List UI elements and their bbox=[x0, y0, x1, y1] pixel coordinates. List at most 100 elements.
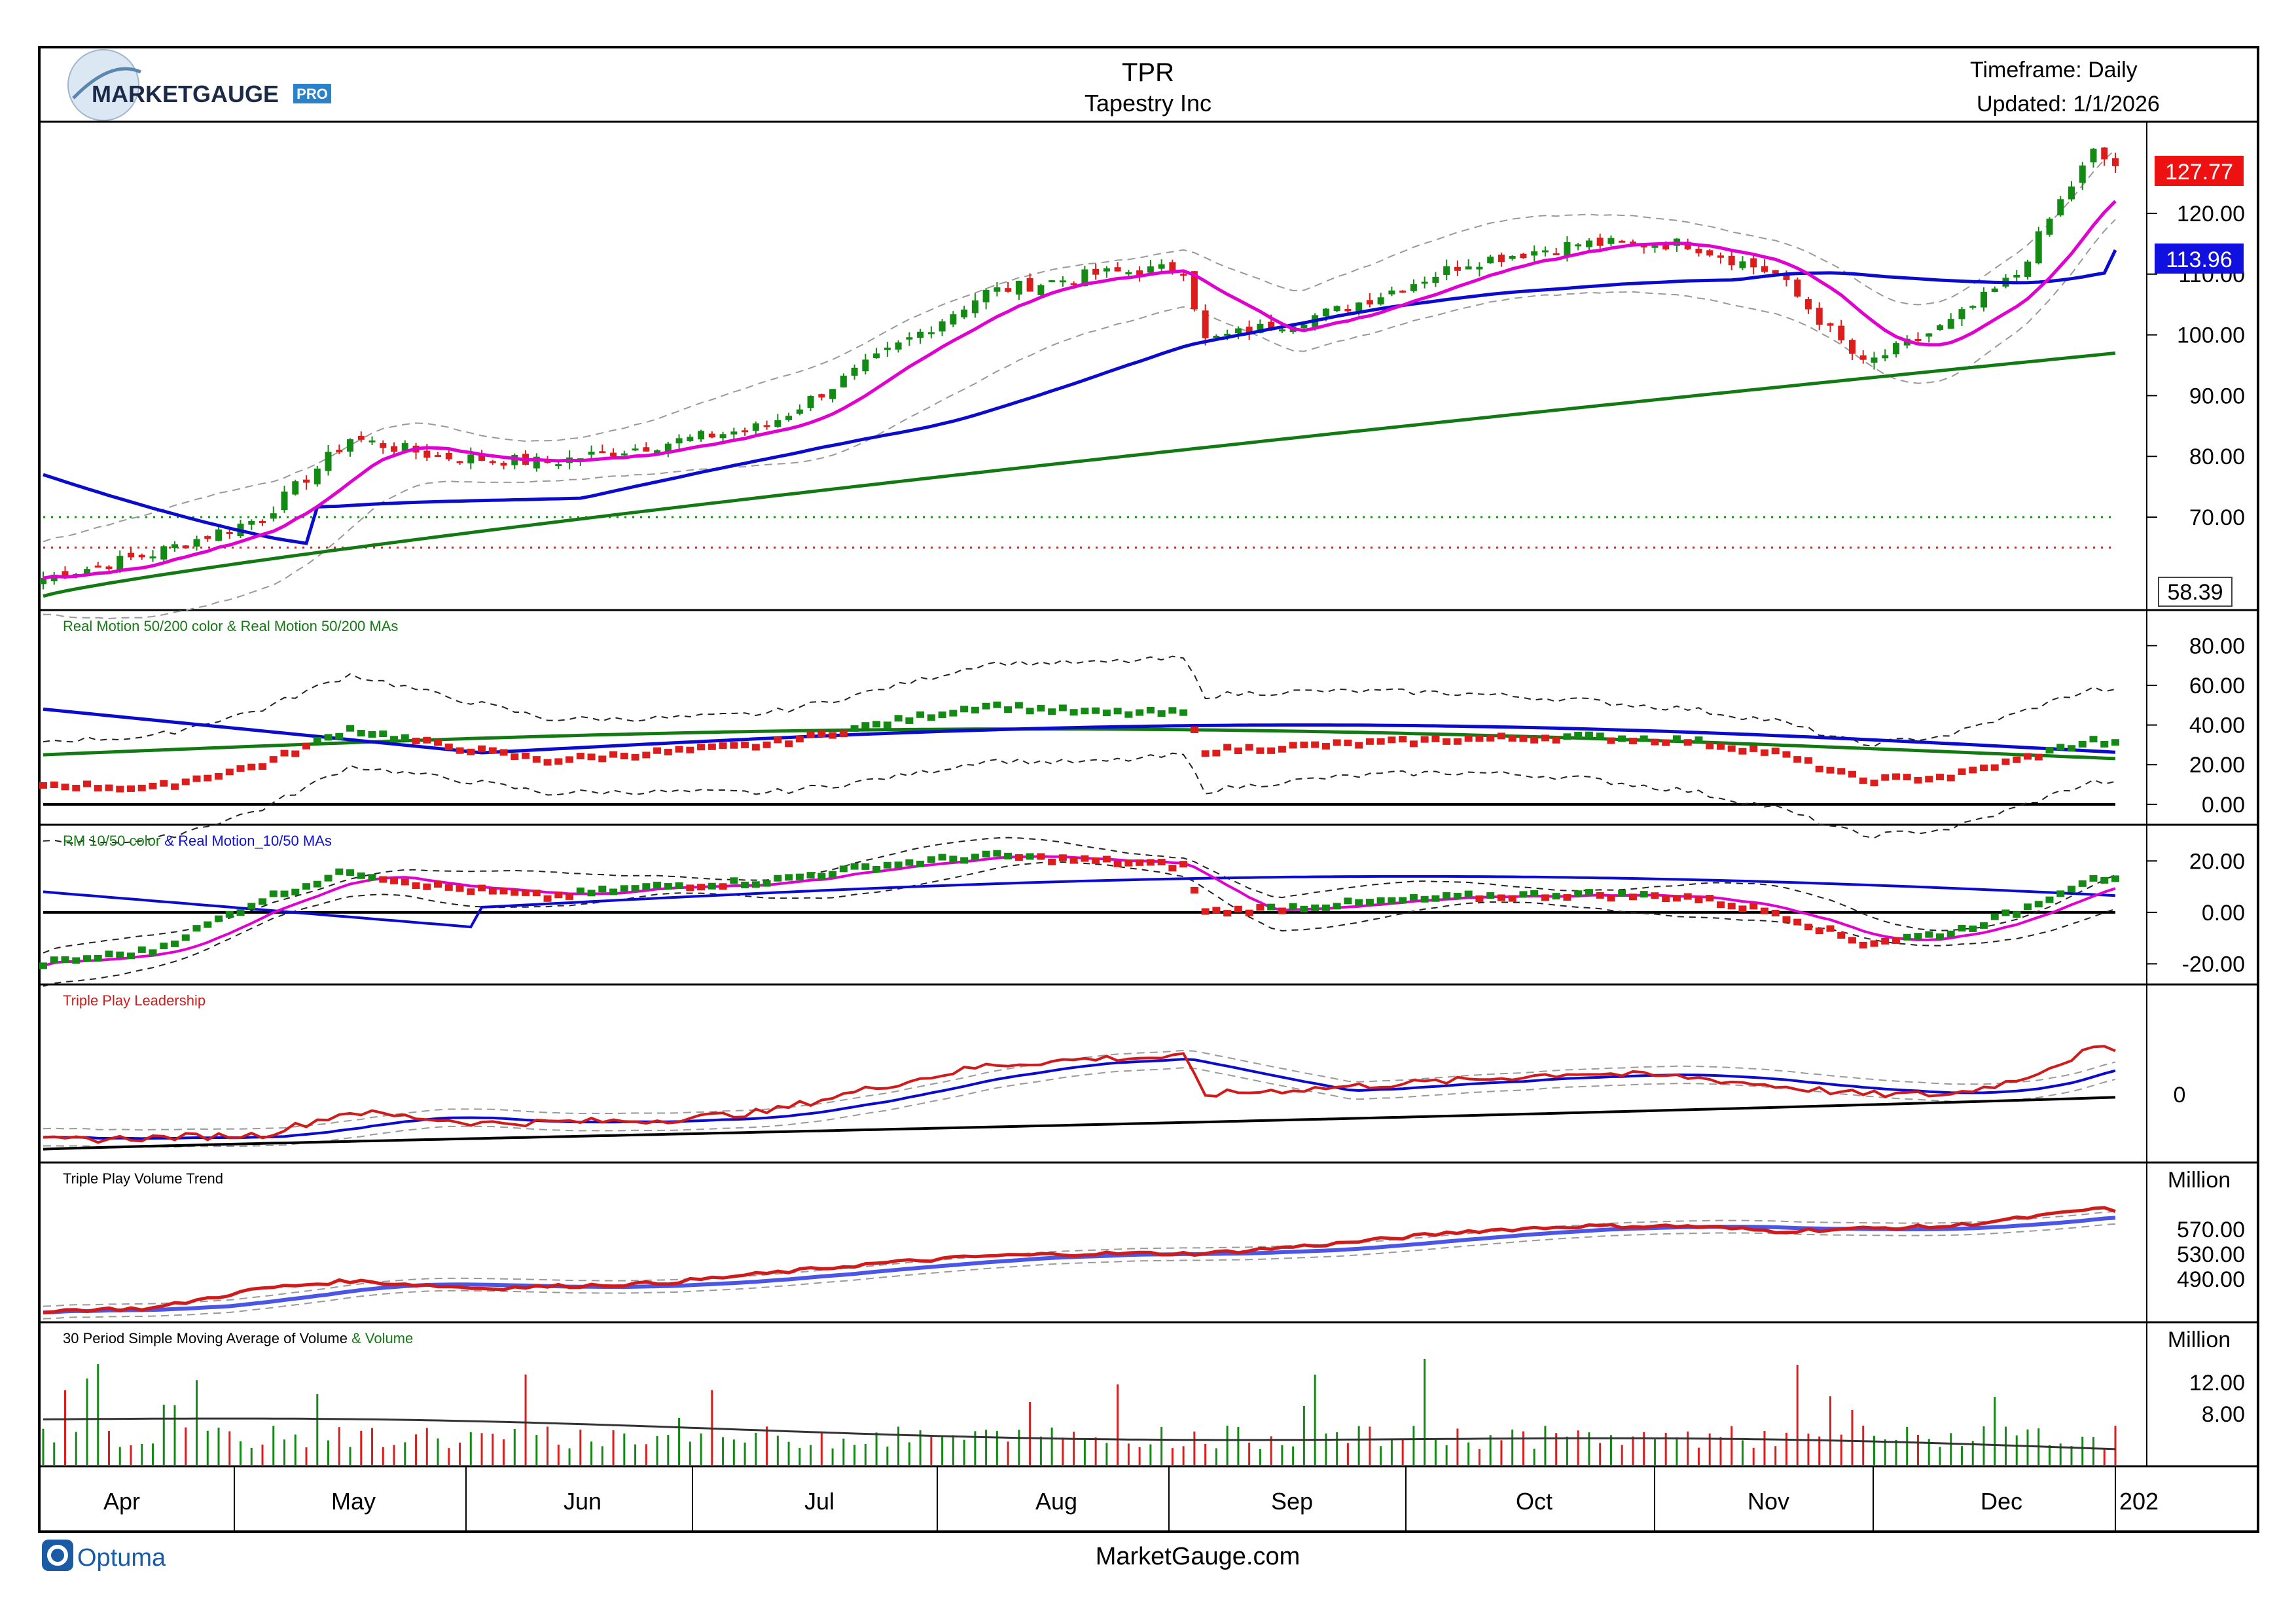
candle-body bbox=[742, 430, 749, 433]
rm-dot bbox=[1388, 736, 1396, 744]
rm10-dot bbox=[1662, 895, 1670, 903]
rm10-dot bbox=[664, 883, 672, 890]
rm10-dot bbox=[741, 881, 749, 888]
rm-dot bbox=[1464, 735, 1473, 742]
volume-bar bbox=[1204, 1443, 1207, 1465]
optuma-brand-text: Optuma bbox=[77, 1544, 166, 1572]
rm10-dot bbox=[1826, 925, 1835, 932]
rm-dot bbox=[390, 736, 399, 743]
y-axes: 120.00110.00100.0090.0080.0070.0080.0060… bbox=[2147, 202, 2245, 1427]
rm-dot bbox=[346, 725, 355, 732]
rm10-dot bbox=[2045, 896, 2054, 903]
volume-bar bbox=[1182, 1446, 1185, 1465]
rm-dot bbox=[1014, 702, 1023, 709]
rm-dot bbox=[1530, 736, 1539, 744]
rm10-dot bbox=[2089, 875, 2098, 882]
volume-bar bbox=[1774, 1446, 1777, 1465]
rm10-dot bbox=[39, 962, 47, 969]
volume-bar bbox=[1336, 1432, 1338, 1465]
rm10-dot bbox=[774, 875, 782, 882]
rm10-dot bbox=[938, 854, 946, 861]
candle-body bbox=[1816, 308, 1823, 325]
volume-bar bbox=[1632, 1436, 1634, 1465]
candle-body bbox=[1487, 257, 1494, 264]
rm-dot bbox=[1749, 745, 1758, 752]
candle-body bbox=[1224, 333, 1231, 336]
rm-dot bbox=[1607, 737, 1615, 744]
rm-dot bbox=[137, 784, 146, 791]
candle-body bbox=[259, 520, 266, 523]
candle-body bbox=[1476, 266, 1483, 270]
rm-dot bbox=[1640, 735, 1648, 742]
candle-body bbox=[1980, 291, 1987, 308]
rm-dot bbox=[1256, 747, 1265, 754]
rm-dot bbox=[982, 702, 990, 710]
volume-bar bbox=[2114, 1426, 2117, 1465]
rm-dot bbox=[1979, 765, 1988, 772]
volume-bar bbox=[349, 1447, 351, 1465]
candle-body bbox=[1838, 325, 1845, 340]
volume-bar bbox=[1380, 1446, 1382, 1465]
rm-dot bbox=[192, 775, 201, 782]
rm-dot bbox=[774, 736, 782, 744]
rm-dot bbox=[697, 744, 706, 751]
volume-bar bbox=[1555, 1433, 1558, 1465]
volume-bar bbox=[1664, 1432, 1667, 1465]
x-tick-label: Apr bbox=[103, 1488, 140, 1515]
rm10-dot bbox=[1596, 892, 1604, 899]
volume-bar bbox=[1818, 1436, 1821, 1465]
volume-bar bbox=[217, 1428, 220, 1465]
candle-body bbox=[1015, 280, 1022, 295]
rm-dot bbox=[1486, 734, 1495, 742]
rm-dot bbox=[412, 737, 420, 744]
rm-dot bbox=[730, 742, 738, 749]
candle-body bbox=[1629, 242, 1636, 244]
rm10-dot bbox=[1760, 907, 1768, 914]
candle-body bbox=[873, 353, 880, 359]
rm10-ma-blue-line bbox=[43, 875, 2116, 929]
rm-dot bbox=[1672, 735, 1681, 742]
volume-bar bbox=[1577, 1430, 1579, 1465]
volume-bar bbox=[240, 1441, 242, 1465]
rm-dot bbox=[861, 722, 870, 729]
volume-bar bbox=[864, 1444, 867, 1465]
candle-body bbox=[1399, 290, 1407, 293]
volume-bar bbox=[1731, 1426, 1733, 1465]
logo-main-text: MARKETGAUGE bbox=[92, 81, 279, 107]
rm10-dot bbox=[751, 881, 760, 888]
rm10-dot bbox=[499, 888, 508, 895]
candle-body bbox=[1651, 245, 1659, 248]
rm-dot bbox=[1892, 773, 1900, 780]
rm10-dot bbox=[1683, 893, 1692, 900]
candle-body bbox=[171, 544, 179, 549]
rm-tick-label: 40.00 bbox=[2189, 713, 2245, 738]
rm10-dot bbox=[247, 903, 256, 910]
price-tick-label: 120.00 bbox=[2177, 202, 2245, 226]
volume-bar bbox=[1522, 1431, 1524, 1465]
rm10-dot bbox=[708, 882, 716, 890]
rm-dot bbox=[1651, 738, 1659, 746]
volume-bar bbox=[744, 1442, 746, 1465]
rm10-dot bbox=[806, 872, 815, 879]
volume-bar bbox=[601, 1446, 603, 1465]
rm-dot bbox=[927, 714, 935, 721]
candle-body bbox=[1926, 333, 1933, 337]
rm10-dot bbox=[1475, 895, 1484, 902]
vol-panel-title-part2: & Volume bbox=[348, 1330, 413, 1346]
rm10-dot bbox=[160, 943, 168, 950]
candle-body bbox=[1092, 268, 1100, 275]
volume-bar bbox=[1138, 1447, 1141, 1465]
rm-dot bbox=[1618, 735, 1626, 742]
volume-bar bbox=[689, 1441, 691, 1465]
rm10-dot bbox=[83, 955, 92, 962]
rm10-dot bbox=[1793, 918, 1802, 926]
rm-dot bbox=[554, 758, 563, 765]
vol-panel-title: 30 Period Simple Moving Average of Volum… bbox=[63, 1330, 413, 1346]
rm10-dot bbox=[1146, 859, 1155, 866]
volume-bar bbox=[711, 1390, 713, 1465]
candle-body bbox=[818, 394, 825, 398]
rm-dot bbox=[1300, 741, 1308, 748]
rm10-dot bbox=[1321, 904, 1330, 911]
rm-dot bbox=[1946, 774, 1955, 782]
candle-body bbox=[1026, 278, 1033, 292]
